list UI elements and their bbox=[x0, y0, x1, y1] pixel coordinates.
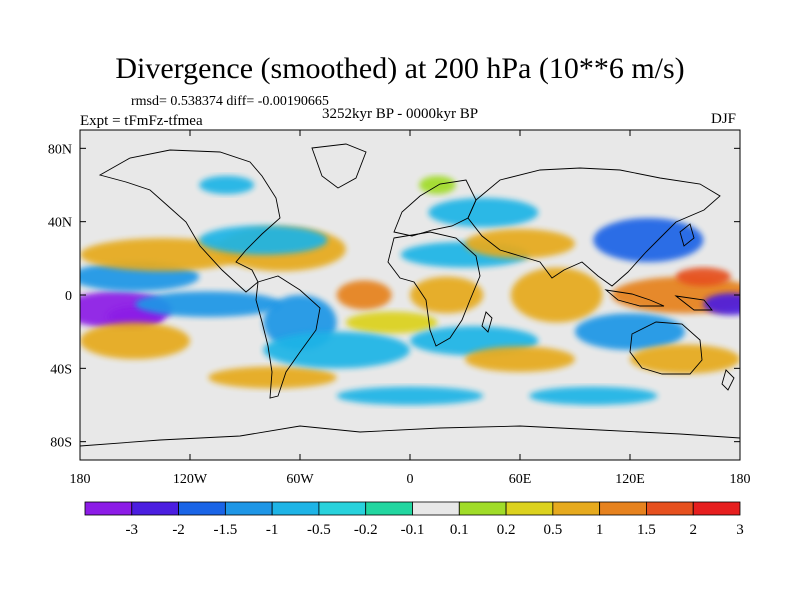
colorbar-label: -1 bbox=[266, 522, 279, 538]
colorbar-label: -2 bbox=[172, 522, 185, 538]
anomaly-feature bbox=[336, 386, 484, 406]
colorbar-swatch bbox=[271, 501, 320, 516]
plot-title: Divergence (smoothed) at 200 hPa (10**6 … bbox=[115, 52, 685, 85]
x-tick-label: 0 bbox=[407, 472, 414, 487]
y-tick-label: 80S bbox=[50, 436, 72, 451]
x-tick-label: 60W bbox=[286, 472, 314, 487]
y-tick-label: 80N bbox=[48, 142, 72, 157]
x-tick-label: 180 bbox=[730, 472, 751, 487]
anomaly-feature bbox=[336, 280, 392, 310]
colorbar-swatch bbox=[692, 501, 741, 516]
colorbar-label: -0.1 bbox=[401, 522, 425, 538]
colorbar-swatch bbox=[599, 501, 647, 516]
colorbar-label: 2 bbox=[689, 522, 697, 538]
colorbar-swatch bbox=[646, 501, 694, 516]
colorbar-label: -3 bbox=[126, 522, 139, 538]
anomaly-feature bbox=[703, 293, 740, 316]
map-axes: 180 120W 60W 0 60E 120E 180 80N 40N 0 40S 80S bbox=[48, 130, 751, 487]
colorbar-swatch bbox=[84, 501, 133, 516]
colorbar-swatch bbox=[318, 501, 367, 516]
colorbar-label: 0.5 bbox=[543, 522, 562, 538]
colorbar-swatch bbox=[224, 501, 273, 516]
x-tick-label: 120E bbox=[615, 472, 645, 487]
colorbar-label: 1 bbox=[596, 522, 604, 538]
y-tick-label: 40S bbox=[50, 362, 72, 377]
anomaly-feature bbox=[510, 267, 603, 323]
anomaly-feature bbox=[80, 322, 190, 360]
anomaly-feature bbox=[465, 229, 575, 259]
colorbar-label: 1.5 bbox=[637, 522, 656, 538]
anomaly-feature bbox=[529, 386, 658, 406]
anomaly-feature bbox=[465, 346, 575, 372]
x-tick-label: 180 bbox=[70, 472, 91, 487]
anomaly-feature bbox=[80, 238, 245, 272]
colorbar-swatch bbox=[178, 501, 226, 516]
anomaly-feature bbox=[593, 218, 704, 262]
period-label: 3252kyr BP - 0000kyr BP bbox=[322, 106, 479, 122]
season-label: DJF bbox=[711, 111, 737, 127]
anomaly-feature bbox=[675, 267, 731, 286]
colorbar: -3 -2 -1.5 -1 -0.5 -0.2 -0.1 0.1 0.2 0.5 1 1.5 2 3 bbox=[84, 501, 744, 538]
y-tick-label: 40N bbox=[48, 216, 72, 231]
colorbar-swatch bbox=[131, 501, 179, 516]
colorbar-swatch bbox=[365, 501, 413, 516]
x-tick-label: 120W bbox=[173, 472, 208, 487]
colorbar-label: 0.1 bbox=[450, 522, 469, 538]
y-tick-label: 0 bbox=[65, 289, 72, 304]
anomaly-feature bbox=[428, 197, 539, 228]
anomaly-feature bbox=[208, 366, 337, 389]
colorbar-swatch bbox=[505, 501, 554, 516]
stats-label: rmsd= 0.538374 diff= -0.00190665 bbox=[131, 94, 329, 109]
colorbar-label: 3 bbox=[736, 522, 744, 538]
experiment-label: Expt = tFmFz-tfmea bbox=[80, 113, 203, 129]
anomaly-feature bbox=[199, 175, 255, 195]
colorbar-swatch bbox=[412, 501, 460, 516]
anomaly-feature bbox=[575, 313, 685, 350]
colorbar-label: -1.5 bbox=[213, 522, 237, 538]
colorbar-swatch bbox=[552, 501, 601, 516]
anomaly-feature bbox=[410, 276, 484, 314]
colorbar-label: -0.5 bbox=[307, 522, 331, 538]
colorbar-label: -0.2 bbox=[354, 522, 378, 538]
x-tick-label: 60E bbox=[509, 472, 532, 487]
anomaly-feature bbox=[263, 331, 410, 369]
anomaly-feature bbox=[345, 311, 438, 334]
colorbar-swatch bbox=[458, 501, 507, 516]
anomaly-feature bbox=[135, 291, 282, 317]
coastlines bbox=[80, 143, 740, 447]
anomaly-feature bbox=[199, 225, 328, 255]
colorbar-label: 0.2 bbox=[497, 522, 516, 538]
anomaly-field bbox=[80, 175, 740, 406]
anomaly-feature bbox=[630, 344, 740, 374]
